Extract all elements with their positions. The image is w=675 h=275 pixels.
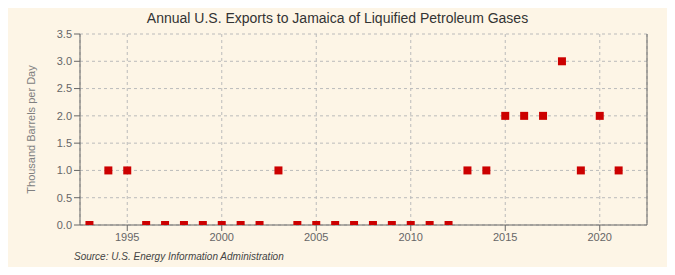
svg-text:1.5: 1.5: [57, 137, 72, 149]
svg-text:2015: 2015: [493, 231, 517, 243]
svg-text:2005: 2005: [304, 231, 328, 243]
svg-text:2.0: 2.0: [57, 110, 72, 122]
svg-text:2.5: 2.5: [57, 82, 72, 94]
svg-text:2000: 2000: [210, 231, 234, 243]
html-text:Annual U.S. Exports to Jamaica: Annual U.S. Exports to Jamaica of Liquif…: [146, 10, 529, 26]
svg-text:1995: 1995: [115, 231, 139, 243]
svg-text:3.5: 3.5: [57, 28, 72, 40]
svg-text:Thousand Barrels per Day: Thousand Barrels per Day: [25, 65, 37, 194]
svg-text:2010: 2010: [399, 231, 423, 243]
svg-text:1.0: 1.0: [57, 164, 72, 176]
svg-text:0.5: 0.5: [57, 192, 72, 204]
svg-text:0.0: 0.0: [57, 219, 72, 231]
svg-text:2020: 2020: [588, 231, 612, 243]
html-text:Source: U.S. Energy Informatio: Source: U.S. Energy Information Administ…: [74, 251, 284, 262]
svg-text:3.0: 3.0: [57, 55, 72, 67]
